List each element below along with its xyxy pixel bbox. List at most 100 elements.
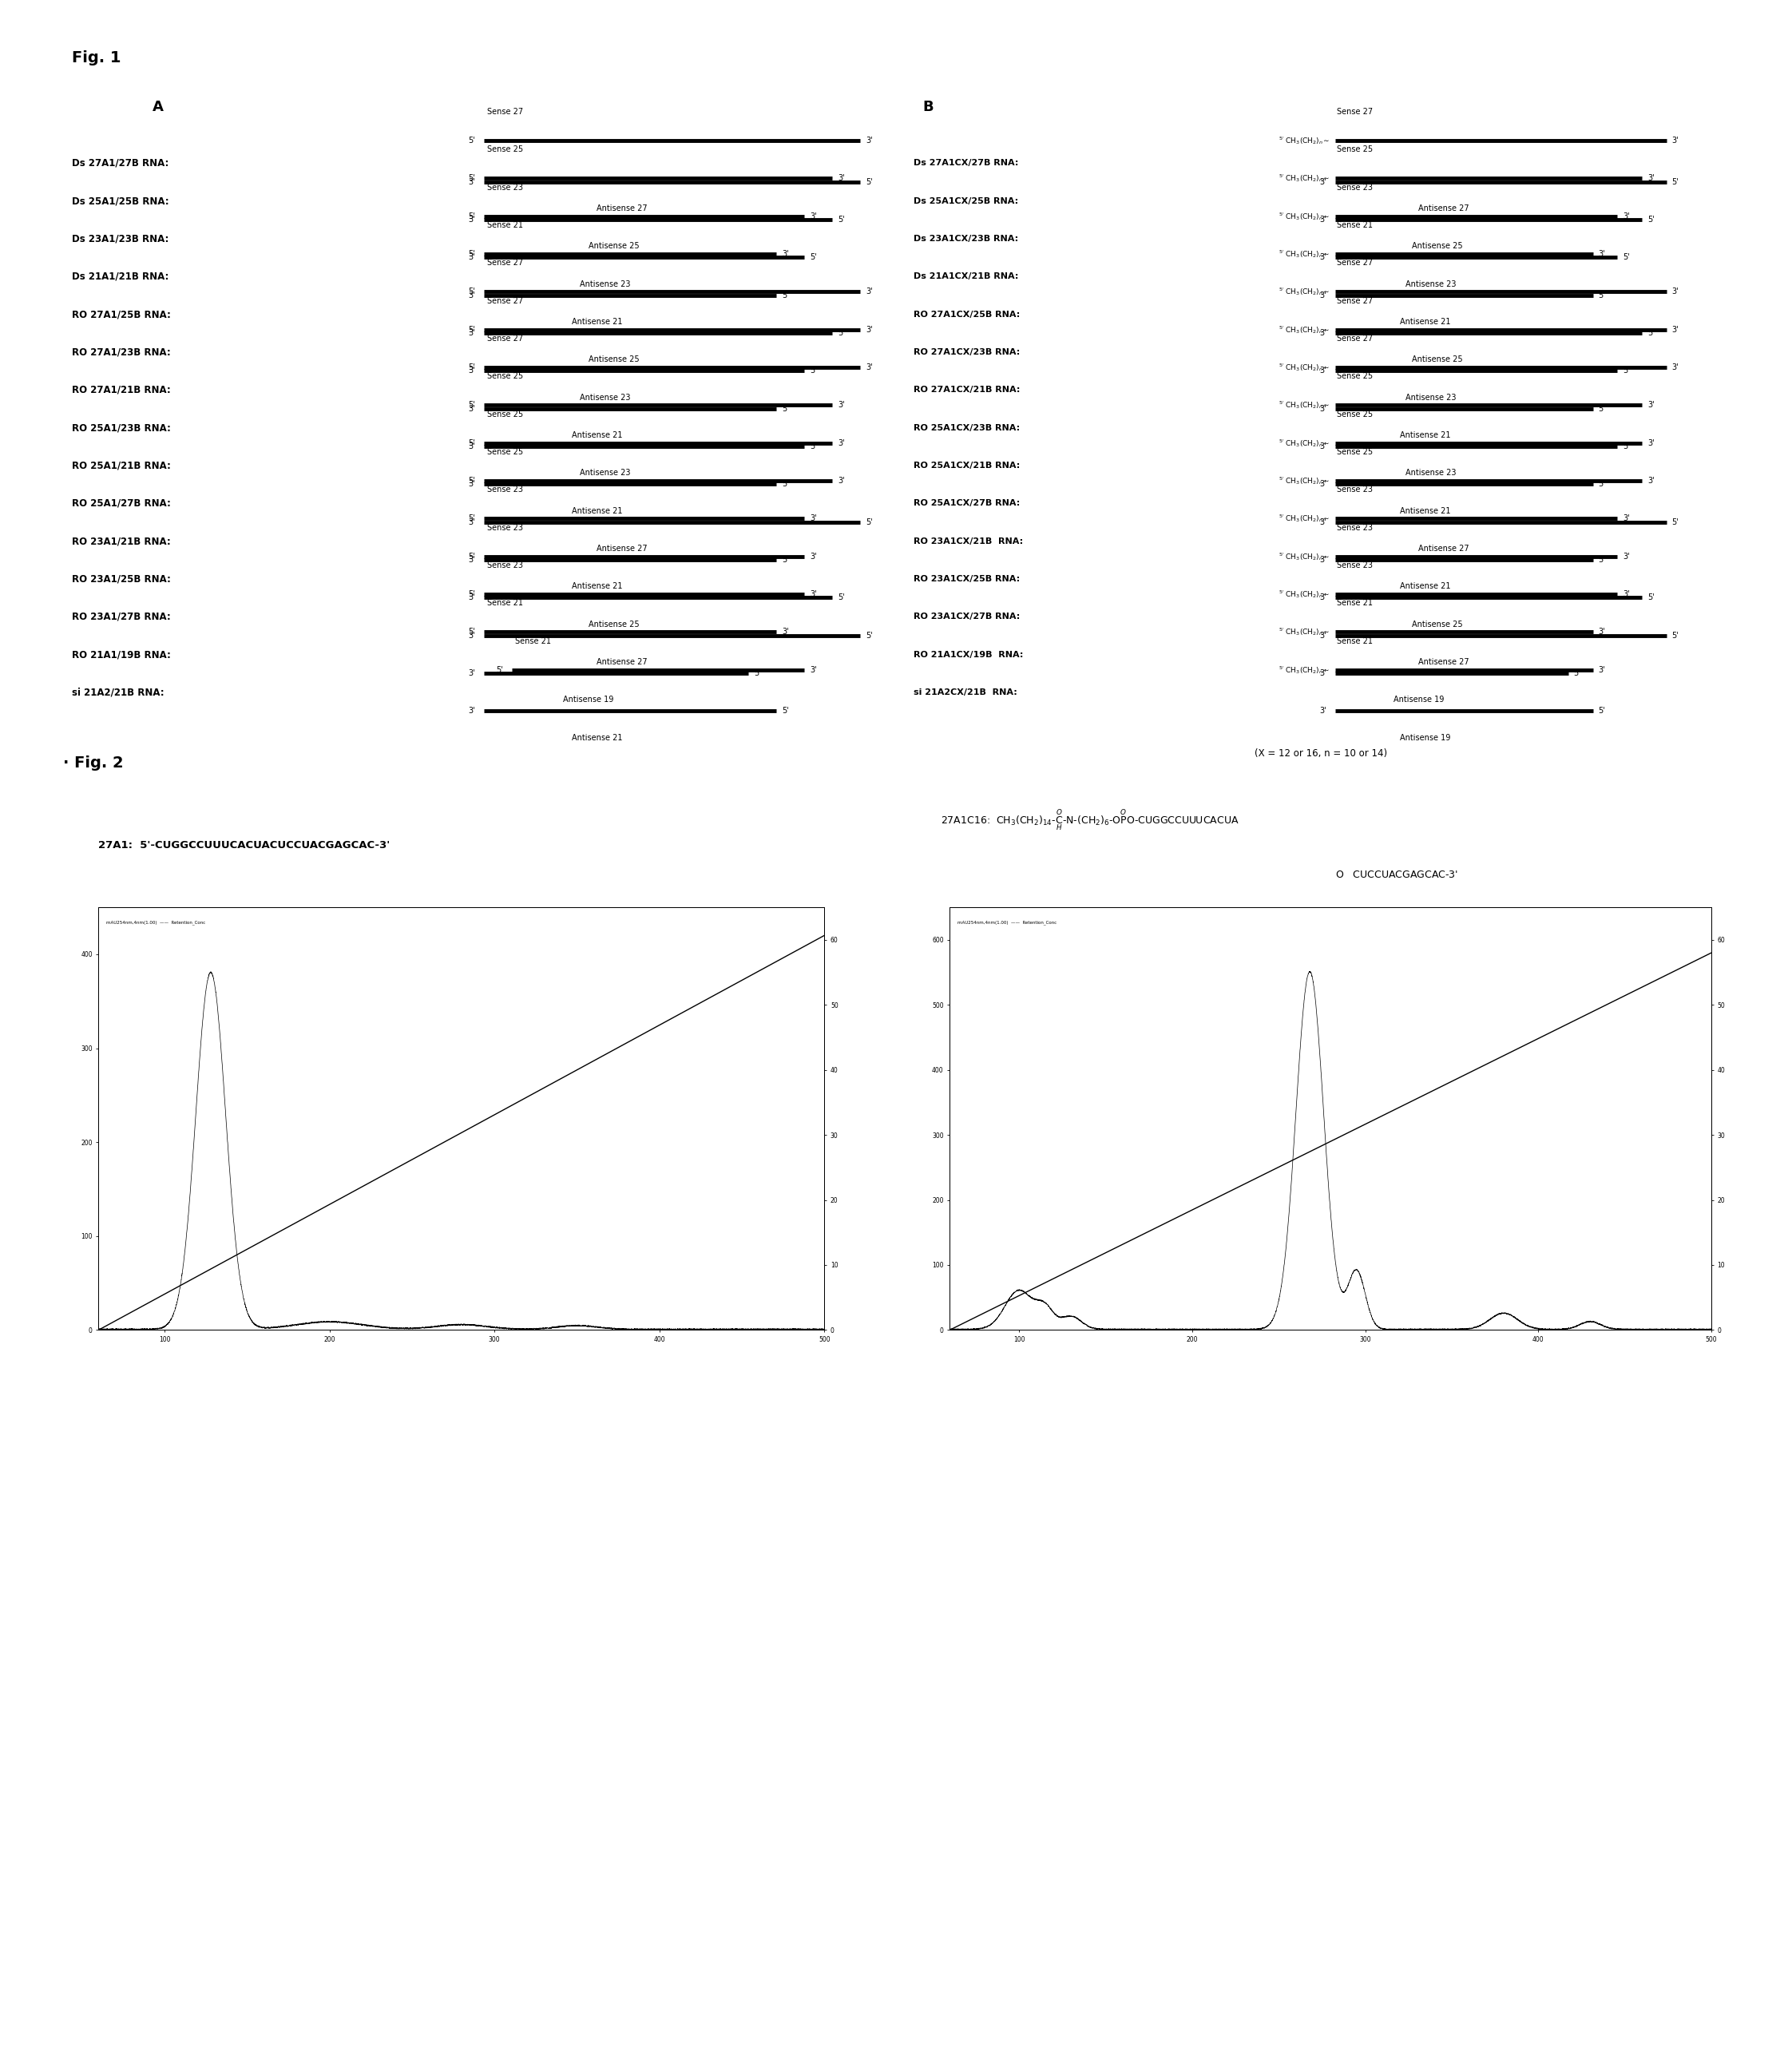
Text: 27A1:  5'-CUGGCCUUUCACUACUCCUACGAGCAC-3': 27A1: 5'-CUGGCCUUUCACUACUCCUACGAGCAC-3' — [99, 839, 391, 852]
Text: mAU254nm,4nm(1.00)  ——  Retention_Conc: mAU254nm,4nm(1.00) —— Retention_Conc — [957, 920, 1057, 924]
Text: 5': 5' — [468, 402, 475, 408]
Text: RO 23A1CX/21B  RNA:: RO 23A1CX/21B RNA: — [914, 538, 1023, 544]
Text: Fig. 1: Fig. 1 — [72, 49, 120, 66]
Text: $^{5'}$ CH$_3$(CH$_2$)$_n\!\sim\!$: $^{5'}$ CH$_3$(CH$_2$)$_n\!\sim\!$ — [1279, 437, 1330, 450]
Text: Sense 25: Sense 25 — [1337, 447, 1373, 456]
Text: $^{5'}$ CH$_3$(CH$_2$)$_n\!\sim\!$: $^{5'}$ CH$_3$(CH$_2$)$_n\!\sim\!$ — [1279, 474, 1330, 487]
Text: 3': 3' — [1319, 594, 1326, 602]
Text: 5': 5' — [837, 217, 844, 223]
Text: RO 25A1/23B RNA:: RO 25A1/23B RNA: — [72, 423, 170, 433]
Text: 3': 3' — [1319, 518, 1326, 526]
Text: 5': 5' — [781, 404, 788, 412]
Text: 5': 5' — [468, 212, 475, 221]
Text: $^{5'}$ CH$_3$(CH$_2$)$_n\!\sim\!$: $^{5'}$ CH$_3$(CH$_2$)$_n\!\sim\!$ — [1279, 664, 1330, 676]
Text: 5': 5' — [1624, 254, 1629, 262]
Text: RO 23A1CX/27B RNA:: RO 23A1CX/27B RNA: — [914, 612, 1020, 621]
Text: Sense 21: Sense 21 — [1337, 637, 1373, 645]
Text: 5': 5' — [1598, 707, 1606, 716]
Text: Antisense 23: Antisense 23 — [1405, 470, 1457, 476]
Text: 3': 3' — [1598, 250, 1606, 258]
Text: Antisense 21: Antisense 21 — [572, 734, 622, 742]
Text: 3': 3' — [1672, 326, 1679, 334]
Text: 3': 3' — [1598, 629, 1606, 635]
Text: 3': 3' — [1598, 666, 1606, 674]
Text: RO 27A1CX/21B RNA:: RO 27A1CX/21B RNA: — [914, 386, 1020, 394]
Text: Antisense 21: Antisense 21 — [1400, 318, 1450, 326]
Text: A: A — [152, 101, 163, 113]
Text: Sense 27: Sense 27 — [487, 297, 523, 305]
Text: 5': 5' — [837, 594, 844, 602]
Text: $^{5'}$ CH$_3$(CH$_2$)$_n\!\sim\!$: $^{5'}$ CH$_3$(CH$_2$)$_n\!\sim\!$ — [1279, 287, 1330, 297]
Text: Antisense 23: Antisense 23 — [581, 280, 631, 289]
Text: Antisense 25: Antisense 25 — [1412, 621, 1462, 629]
Text: 5': 5' — [468, 476, 475, 485]
Text: 3': 3' — [1647, 175, 1654, 181]
Text: 5': 5' — [866, 631, 873, 639]
Text: RO 27A1/21B RNA:: RO 27A1/21B RNA: — [72, 386, 170, 396]
Text: · Fig. 2: · Fig. 2 — [63, 755, 124, 771]
Text: 3': 3' — [810, 516, 817, 522]
Text: RO 25A1/21B RNA:: RO 25A1/21B RNA: — [72, 460, 170, 470]
Text: Antisense 27: Antisense 27 — [1417, 544, 1469, 553]
Text: RO 23A1/21B RNA:: RO 23A1/21B RNA: — [72, 536, 170, 546]
Text: $^{5'}$ CH$_3$(CH$_2$)$_n\!\sim\!$: $^{5'}$ CH$_3$(CH$_2$)$_n\!\sim\!$ — [1279, 324, 1330, 336]
Text: RO 27A1CX/25B RNA:: RO 27A1CX/25B RNA: — [914, 311, 1020, 318]
Text: 3': 3' — [468, 254, 475, 262]
Text: 3': 3' — [866, 363, 873, 371]
Text: Sense 21: Sense 21 — [1337, 221, 1373, 229]
Text: 3': 3' — [810, 590, 817, 598]
Text: 3': 3' — [1319, 291, 1326, 299]
Text: Sense 23: Sense 23 — [487, 524, 523, 532]
Text: 3': 3' — [468, 518, 475, 526]
Text: Antisense 25: Antisense 25 — [588, 241, 640, 250]
Text: Sense 21: Sense 21 — [516, 637, 552, 645]
Text: Ds 27A1CX/27B RNA:: Ds 27A1CX/27B RNA: — [914, 159, 1020, 167]
Text: 3': 3' — [468, 330, 475, 336]
Text: 5': 5' — [810, 367, 817, 375]
Text: 5': 5' — [1598, 480, 1606, 489]
Text: 5': 5' — [468, 136, 475, 144]
Text: mAU254nm,4nm(1.00)  ——  Retention_Conc: mAU254nm,4nm(1.00) —— Retention_Conc — [106, 920, 204, 924]
Text: Sense 23: Sense 23 — [487, 184, 523, 192]
Text: 3': 3' — [1672, 136, 1679, 144]
Text: 3': 3' — [1319, 404, 1326, 412]
Text: Sense 23: Sense 23 — [1337, 184, 1373, 192]
Text: 5': 5' — [1598, 557, 1606, 563]
Text: 5': 5' — [468, 590, 475, 598]
Text: 3': 3' — [810, 666, 817, 674]
Text: 5': 5' — [1647, 330, 1654, 336]
Text: 3': 3' — [866, 136, 873, 144]
Text: Antisense 23: Antisense 23 — [581, 394, 631, 402]
Text: Antisense 27: Antisense 27 — [1417, 658, 1469, 666]
Text: Sense 23: Sense 23 — [487, 487, 523, 493]
Text: RO 21A1/19B RNA:: RO 21A1/19B RNA: — [72, 650, 170, 660]
Text: RO 21A1CX/19B  RNA:: RO 21A1CX/19B RNA: — [914, 652, 1023, 658]
Text: si 21A2/21B RNA:: si 21A2/21B RNA: — [72, 687, 165, 697]
Text: 3': 3' — [1319, 367, 1326, 375]
Text: 5': 5' — [468, 289, 475, 295]
Text: 3': 3' — [1672, 363, 1679, 371]
Text: Sense 23: Sense 23 — [487, 561, 523, 569]
Text: 3': 3' — [866, 326, 873, 334]
Text: 3': 3' — [1647, 439, 1654, 447]
Text: 3': 3' — [1319, 330, 1326, 336]
Text: (X = 12 or 16, n = 10 or 14): (X = 12 or 16, n = 10 or 14) — [1254, 749, 1387, 759]
Text: 5': 5' — [866, 518, 873, 526]
Text: 5': 5' — [1598, 404, 1606, 412]
Text: 5': 5' — [1598, 291, 1606, 299]
Text: $^{5'}$ CH$_3$(CH$_2$)$_n\!\sim\!$: $^{5'}$ CH$_3$(CH$_2$)$_n\!\sim\!$ — [1279, 551, 1330, 563]
Text: Sense 27: Sense 27 — [487, 107, 523, 115]
Text: $\overset{\;}{\rm O}$   CUCCUACGAGCAC-3': $\overset{\;}{\rm O}$ CUCCUACGAGCAC-3' — [1335, 868, 1459, 880]
Text: Sense 25: Sense 25 — [487, 410, 523, 419]
Text: Ds 25A1CX/25B RNA:: Ds 25A1CX/25B RNA: — [914, 198, 1018, 204]
Text: si 21A2CX/21B  RNA:: si 21A2CX/21B RNA: — [914, 689, 1018, 697]
Text: Sense 23: Sense 23 — [1337, 487, 1373, 493]
Text: RO 25A1CX/21B RNA:: RO 25A1CX/21B RNA: — [914, 462, 1020, 470]
Text: RO 25A1CX/23B RNA:: RO 25A1CX/23B RNA: — [914, 425, 1020, 431]
Text: Antisense 23: Antisense 23 — [581, 470, 631, 476]
Text: 3': 3' — [781, 250, 788, 258]
Text: 5': 5' — [468, 553, 475, 561]
Text: 3': 3' — [1672, 289, 1679, 295]
Text: RO 27A1CX/23B RNA:: RO 27A1CX/23B RNA: — [914, 348, 1020, 357]
Text: Ds 23A1/23B RNA:: Ds 23A1/23B RNA: — [72, 233, 168, 243]
